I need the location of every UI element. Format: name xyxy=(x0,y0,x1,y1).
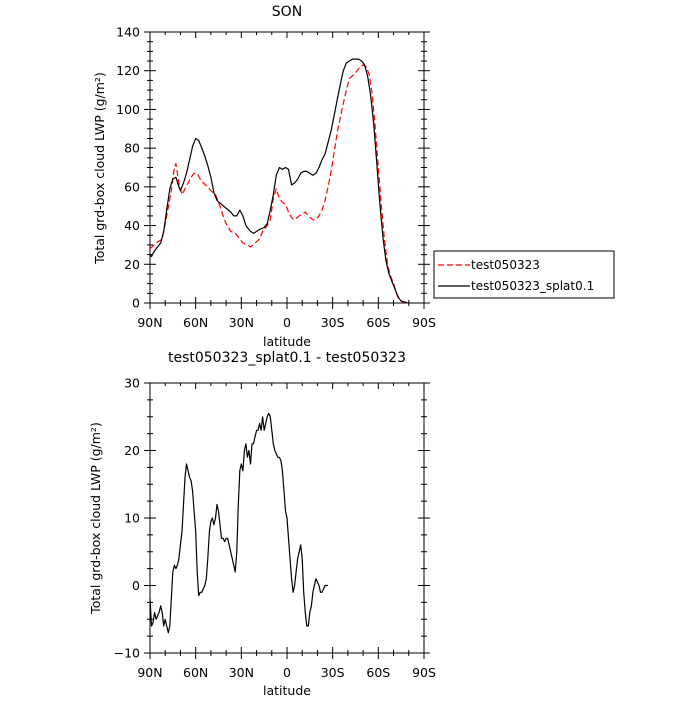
legend-label-test050323: test050323 xyxy=(471,258,540,272)
bottom-x-tick-label: 90S xyxy=(412,665,436,680)
top-y-tick-label: 0 xyxy=(132,296,140,311)
top-y-tick-label: 20 xyxy=(124,257,140,272)
bottom-x-tick-label: 90N xyxy=(137,665,162,680)
bottom-y-tick-label: −10 xyxy=(114,646,140,661)
top-y-tick-label: 140 xyxy=(116,25,140,40)
series-test050323 xyxy=(149,64,409,304)
top-y-tick-label: 80 xyxy=(124,141,140,156)
bottom-panel: test050323_splat0.1 - test050323 Total g… xyxy=(88,350,436,698)
bottom-y-tick-label: 0 xyxy=(132,578,140,593)
bottom-x-axis-label: latitude xyxy=(263,683,311,698)
top-x-tick-label: 60N xyxy=(183,315,208,330)
bottom-y-tick-label: 20 xyxy=(124,443,140,458)
series-difference xyxy=(149,412,329,634)
top-x-tick-label: 0 xyxy=(283,315,291,330)
top-x-tick-label: 60S xyxy=(366,315,390,330)
bottom-y-axis-label: Total grd-box cloud LWP (g/m²) xyxy=(88,422,103,615)
bottom-chart-title: test050323_splat0.1 - test050323 xyxy=(168,350,406,366)
bottom-x-tick-label: 60N xyxy=(183,665,208,680)
bottom-x-tick-label: 30N xyxy=(229,665,254,680)
top-x-tick-label: 90S xyxy=(412,315,436,330)
top-y-axis-label: Total grd-box cloud LWP (g/m²) xyxy=(92,72,107,265)
top-x-tick-label: 30N xyxy=(229,315,254,330)
top-y-tick-label: 40 xyxy=(124,218,140,233)
top-chart-title: SON xyxy=(272,4,302,20)
top-x-tick-label: 30S xyxy=(321,315,345,330)
legend-box xyxy=(433,250,615,299)
bottom-y-tick-label: 30 xyxy=(124,376,140,391)
legend-label-splat: test050323_splat0.1 xyxy=(471,279,594,293)
bottom-x-tick-label: 60S xyxy=(366,665,390,680)
top-panel: SON Total grd-box cloud LWP (g/m²) latit… xyxy=(92,4,436,349)
bottom-x-tick-label: 30S xyxy=(321,665,345,680)
top-y-tick-label: 60 xyxy=(124,179,140,194)
top-y-tick-label: 100 xyxy=(116,102,140,117)
top-x-tick-label: 90N xyxy=(137,315,162,330)
bottom-x-tick-label: 0 xyxy=(283,665,291,680)
bottom-y-tick-label: 10 xyxy=(124,511,140,526)
legend: test050323 test050323_splat0.1 xyxy=(433,250,615,299)
top-x-axis-label: latitude xyxy=(263,334,311,349)
top-plot-frame xyxy=(149,31,425,304)
series-test050323-splat xyxy=(149,58,408,304)
top-y-tick-label: 120 xyxy=(116,63,140,78)
